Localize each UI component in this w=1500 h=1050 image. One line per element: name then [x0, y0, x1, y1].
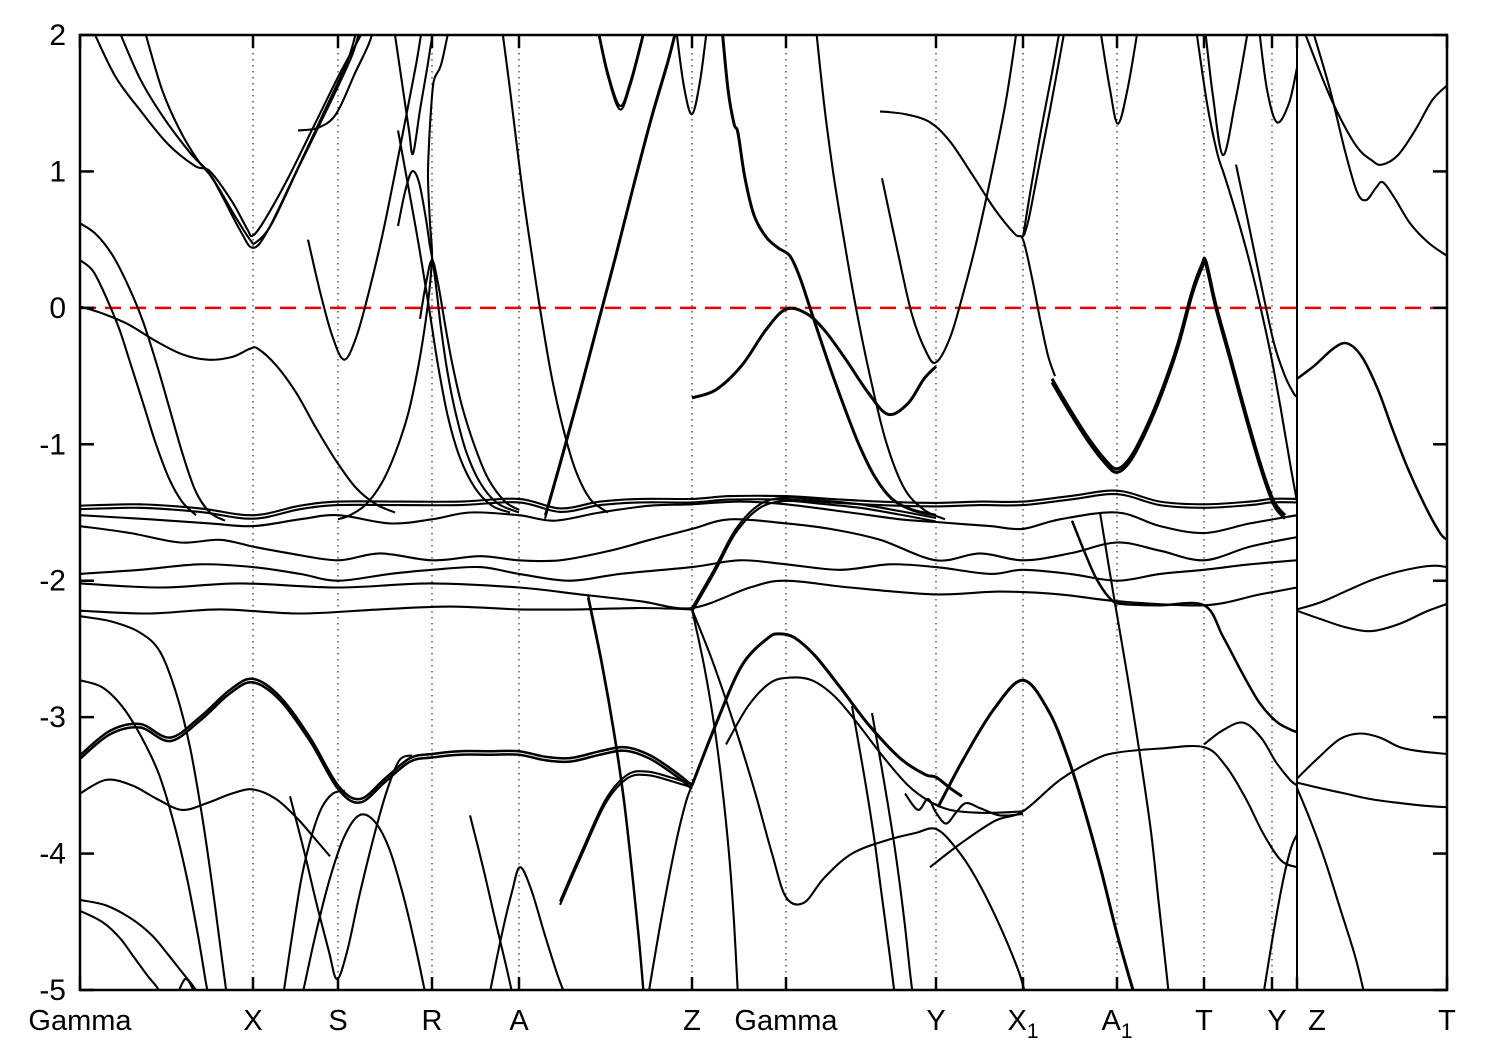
band-notch-gamma-desc — [721, 35, 937, 517]
band-z-steep-to-bottom — [690, 609, 739, 990]
k-label-y: Y — [1267, 1005, 1286, 1037]
band-cluster-3 — [80, 518, 1298, 563]
band-ty-gap-upper — [1204, 35, 1249, 157]
band-x1-deep-parabola — [936, 678, 1135, 990]
band-z-top-v — [675, 35, 708, 116]
band-a1t-flat-218 — [1070, 520, 1298, 734]
band-z-funnel-low-in-b — [648, 785, 693, 990]
band-gamma2-steep-desc — [815, 35, 946, 521]
band-gamma1-fermi-band — [80, 305, 396, 514]
band-thin-diag-a1 — [1098, 512, 1170, 990]
band-left-deep-d3 — [80, 679, 209, 990]
band-x1-cross-down — [1022, 35, 1065, 236]
band-cluster-2 — [80, 500, 1298, 535]
band-y-deep-wiggle — [904, 792, 1024, 825]
y-label-2: 2 — [49, 19, 66, 52]
band-left-conduction-1 — [80, 222, 226, 522]
band-t-z-desc — [1234, 164, 1298, 398]
band-cluster-1-pair — [80, 493, 1298, 520]
band-z-funnel-up-out-pair — [691, 499, 937, 613]
band-rise-to-a1t-flat — [929, 744, 1298, 869]
k-label-y: Y — [926, 1005, 945, 1037]
band-y-x1-desc — [879, 110, 1056, 377]
band-r-kink-desc — [337, 35, 449, 521]
band-az-rise-pair — [543, 35, 677, 520]
band-sr-w-a — [288, 754, 413, 981]
band-x1-a1-t-y-w-pair — [1050, 260, 1287, 520]
k-label-t: T — [1438, 1005, 1456, 1037]
band-panel-pair-down — [1296, 602, 1447, 633]
band-rise-right-deep — [1263, 834, 1298, 990]
band-left-conduction-2 — [80, 259, 197, 516]
band-g2y-deep-1 — [850, 706, 896, 990]
band-mid-deep-wavy — [80, 778, 331, 857]
band-gamma2-hump-2 — [725, 676, 1024, 814]
band-a-deep-lambda-r — [489, 866, 565, 990]
band-cluster-4 — [80, 559, 1298, 582]
y-label-1: 1 — [49, 155, 66, 188]
y-label--5: -5 — [39, 974, 66, 1007]
k-label-gamma: Gamma — [28, 1005, 132, 1037]
band-cluster-5 — [80, 579, 1298, 610]
band-gamma2-hump-1 — [690, 632, 963, 798]
band-r-steep-desc — [396, 130, 511, 514]
band-panel-deep-flat — [1296, 781, 1447, 809]
band-deep-hump-x — [80, 677, 693, 801]
band-left-bottom-2 — [80, 909, 160, 990]
band-steep-gx-a — [93, 35, 362, 238]
band-x1-cross-up — [1021, 35, 1060, 238]
band-ty-deep-hump — [1203, 721, 1298, 787]
k-label-t: T — [1195, 1005, 1213, 1037]
bands-group — [80, 35, 1447, 990]
band-y-valley — [880, 35, 1018, 364]
band-sr-w-b — [302, 813, 426, 990]
band-s-shoulder — [297, 35, 374, 132]
band-z-funnel-low-in-a-pair — [559, 773, 693, 906]
plot-border — [78, 33, 1449, 992]
band-panel-deep-up — [1296, 732, 1447, 780]
band-az-top-v-pair — [597, 35, 645, 111]
k-label-z: Z — [683, 1005, 701, 1037]
band-s-dip — [306, 35, 422, 361]
band-g2y-deep-2 — [870, 712, 914, 990]
band-tiny-bottom-v — [177, 977, 195, 990]
band-panel-steep-desc — [1296, 787, 1365, 990]
band-cluster-6 — [80, 605, 693, 615]
band-left-bottom-1 — [80, 898, 198, 990]
y-label--3: -3 — [39, 701, 66, 734]
y-label-0: 0 — [49, 292, 66, 325]
band-left-deep-d2 — [80, 615, 228, 990]
k-label-gamma: Gamma — [734, 1005, 838, 1037]
band-z-funnel-low-in-a — [559, 770, 693, 902]
band-y2-parabola — [1258, 35, 1299, 124]
band-panel-v-lower — [1312, 35, 1447, 257]
band-a-deep-lambda-l — [468, 815, 513, 990]
k-label-x: X — [243, 1005, 262, 1037]
band-a1-top-v — [1100, 35, 1138, 125]
band-steep-gx-c — [144, 35, 357, 249]
band-panel-pair-up — [1296, 564, 1447, 611]
k-label-s: S — [328, 1005, 347, 1037]
k-label-r: R — [422, 1005, 443, 1037]
k-label-z: Z — [1308, 1005, 1326, 1037]
band-z-to-deep-min — [691, 608, 1026, 990]
band-ty-gap-lower — [1195, 35, 1299, 502]
y-label--2: -2 — [39, 565, 66, 598]
band-sr-gap-lower — [396, 170, 520, 514]
k-label-a: A — [509, 1005, 529, 1037]
band-r-lambda — [418, 259, 520, 511]
y-label--1: -1 — [39, 428, 66, 461]
band-gamma2-fermi-hump — [691, 306, 938, 417]
y-label--4: -4 — [39, 838, 66, 871]
band-az-deep-desc-pair — [586, 597, 645, 990]
band-a-steep-desc — [501, 35, 609, 514]
band-panel-hump — [1296, 341, 1447, 541]
band-z-funnel-up-out — [691, 496, 937, 609]
band-steep-gx-b — [119, 35, 360, 245]
band-deep-hump-x-pair — [80, 681, 693, 804]
band-cluster-1 — [80, 489, 1298, 517]
